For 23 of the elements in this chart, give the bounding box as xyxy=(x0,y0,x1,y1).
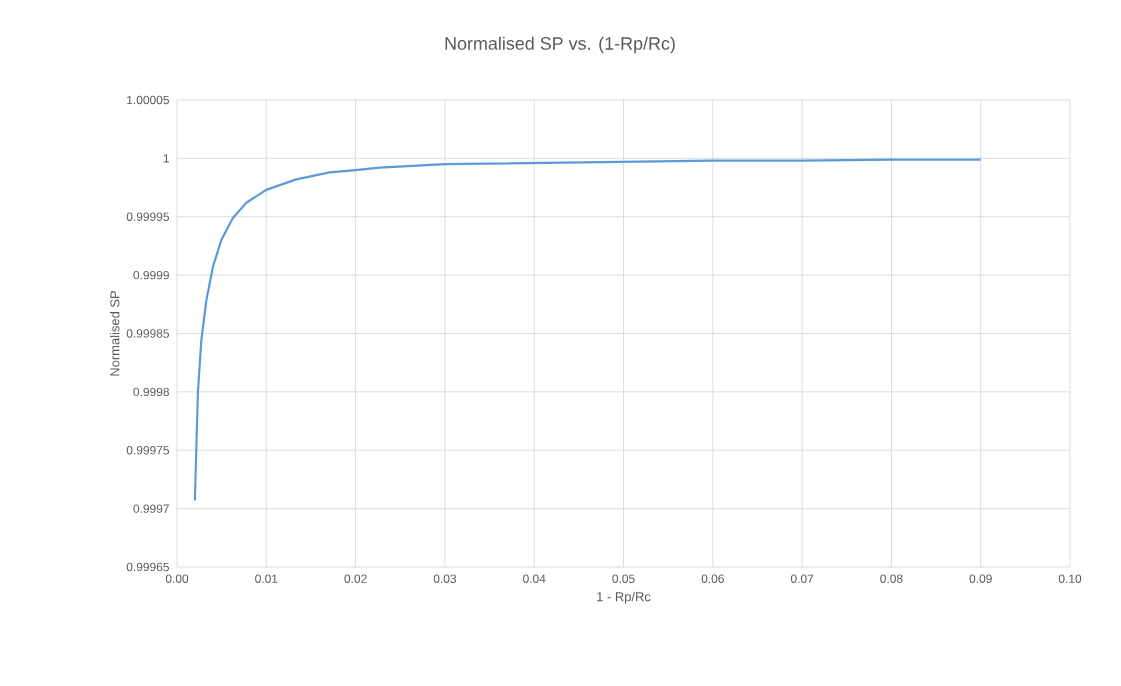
y-tick-label: 0.9998 xyxy=(133,387,169,397)
x-tick-label: 0.00 xyxy=(165,574,189,583)
x-tick-label: 0.09 xyxy=(969,574,992,583)
x-axis-title: 1 - Rp/Rc xyxy=(597,591,651,604)
x-tick-label: 0.10 xyxy=(1058,574,1082,583)
y-axis-title: Normalised SP xyxy=(109,291,120,376)
x-tick-label: 0.04 xyxy=(523,574,546,583)
y-tick-label: 1.00005 xyxy=(127,95,169,105)
y-tick-label: 0.99975 xyxy=(126,446,169,455)
x-tick-label: 0.02 xyxy=(344,574,367,583)
x-tick-label: 0.08 xyxy=(880,574,903,583)
y-tick-label: 0.9999 xyxy=(133,270,169,280)
y-tick-label: 0.99965 xyxy=(126,562,169,572)
y-tick-label: 1 xyxy=(163,154,169,163)
chart-title: Normalised SP vs. (1-Rp/Rc) xyxy=(445,36,675,54)
x-tick-label: 0.01 xyxy=(255,574,278,583)
y-tick-label: 0.9997 xyxy=(133,504,169,513)
x-tick-label: 0.05 xyxy=(612,574,635,583)
x-tick-label: 0.07 xyxy=(790,574,814,583)
y-tick-label: 0.99995 xyxy=(126,212,169,221)
x-tick-label: 0.06 xyxy=(701,574,724,583)
x-tick-label: 0.03 xyxy=(433,574,457,583)
y-tick-label: 0.99985 xyxy=(126,329,169,338)
